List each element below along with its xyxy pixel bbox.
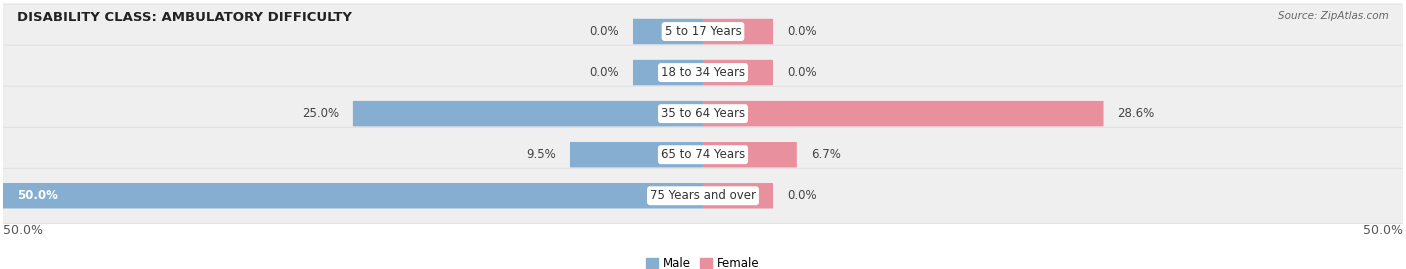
Text: 0.0%: 0.0% [787,25,817,38]
Text: 0.0%: 0.0% [589,66,619,79]
FancyBboxPatch shape [703,183,773,208]
Text: 50.0%: 50.0% [1364,224,1403,237]
Text: 0.0%: 0.0% [787,189,817,202]
Text: DISABILITY CLASS: AMBULATORY DIFFICULTY: DISABILITY CLASS: AMBULATORY DIFFICULTY [17,11,352,24]
FancyBboxPatch shape [569,142,703,167]
Text: 25.0%: 25.0% [302,107,339,120]
Text: 0.0%: 0.0% [787,66,817,79]
Text: 28.6%: 28.6% [1118,107,1154,120]
FancyBboxPatch shape [0,168,1406,223]
Text: 50.0%: 50.0% [17,189,58,202]
FancyBboxPatch shape [0,86,1406,141]
Text: 35 to 64 Years: 35 to 64 Years [661,107,745,120]
FancyBboxPatch shape [703,60,773,85]
Text: 9.5%: 9.5% [526,148,555,161]
Text: 50.0%: 50.0% [3,224,42,237]
Text: 6.7%: 6.7% [811,148,841,161]
Text: 5 to 17 Years: 5 to 17 Years [665,25,741,38]
Text: 0.0%: 0.0% [589,25,619,38]
Text: 75 Years and over: 75 Years and over [650,189,756,202]
FancyBboxPatch shape [703,101,1104,126]
FancyBboxPatch shape [3,183,703,208]
FancyBboxPatch shape [703,19,773,44]
Text: Source: ZipAtlas.com: Source: ZipAtlas.com [1278,11,1389,21]
FancyBboxPatch shape [633,19,703,44]
FancyBboxPatch shape [0,45,1406,100]
FancyBboxPatch shape [703,142,797,167]
FancyBboxPatch shape [0,4,1406,59]
FancyBboxPatch shape [0,127,1406,182]
Text: 18 to 34 Years: 18 to 34 Years [661,66,745,79]
FancyBboxPatch shape [353,101,703,126]
FancyBboxPatch shape [633,60,703,85]
Text: 65 to 74 Years: 65 to 74 Years [661,148,745,161]
Legend: Male, Female: Male, Female [647,257,759,269]
